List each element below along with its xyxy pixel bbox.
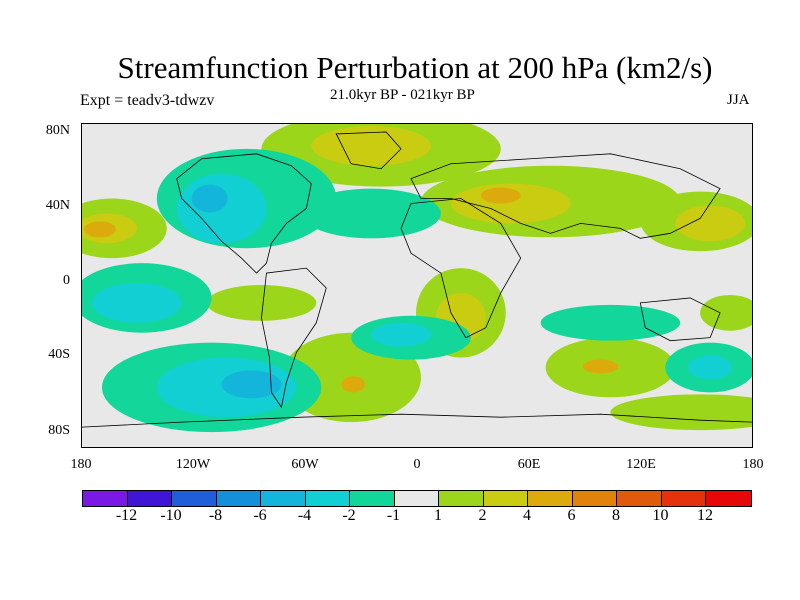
- colorbar-swatch: [617, 491, 662, 506]
- pos-peak-npacific: [83, 221, 116, 238]
- coast-antarctica: [82, 413, 752, 428]
- lon-label-120w: 120W: [175, 457, 211, 472]
- colorbar-label: 8: [612, 507, 620, 524]
- colorbar-swatch: [572, 491, 617, 506]
- colorbar-label: 4: [523, 507, 531, 524]
- colorbar-swatch: [350, 491, 395, 506]
- colorbar-label: -6: [253, 507, 267, 524]
- colorbar-label: -12: [115, 507, 138, 524]
- coast-south-america: [261, 267, 327, 409]
- colorbar-swatch: [661, 491, 706, 506]
- pos-core-arctic: [311, 125, 431, 166]
- pos-core-wpacific: [675, 205, 746, 242]
- colorbar-swatch: [706, 491, 751, 506]
- colorbar-swatch: [483, 491, 528, 506]
- neg-peak-sopacific: [221, 370, 282, 399]
- pos-peak-asia: [480, 187, 521, 204]
- neg-core-tropics: [91, 283, 182, 323]
- experiment-label: Expt = teadv3-tdwzv: [80, 92, 215, 109]
- colorbar-swatch: [305, 491, 350, 506]
- neg-peak-namerica: [191, 184, 228, 213]
- neg-core-satlantic: [371, 322, 431, 347]
- coast-greenland: [335, 131, 402, 170]
- colorbar-label: 6: [567, 507, 576, 524]
- period-label: 21.0kyr BP - 021kyr BP: [330, 87, 475, 103]
- colorbar-swatch: [261, 491, 306, 506]
- lon-label-120e: 120E: [626, 457, 656, 472]
- lat-label-40s: 40S: [48, 347, 70, 362]
- colorbar-label: -4: [297, 507, 312, 524]
- coastlines: [82, 131, 752, 428]
- colorbar-swatch: [127, 491, 172, 506]
- colorbar-label: 12: [697, 507, 713, 524]
- pos-peak-satlantic: [341, 376, 366, 393]
- pos-region-antarctic: [610, 394, 752, 431]
- coast-north-america: [176, 153, 312, 274]
- coast-africa: [400, 198, 522, 339]
- lon-label-180e: 180: [742, 457, 764, 472]
- colorbar-label: 10: [652, 507, 669, 524]
- lat-label-0: 0: [63, 273, 70, 288]
- coast-europe-asia: [410, 153, 721, 239]
- colorbar-label: -10: [160, 507, 182, 524]
- pos-region-spacific: [206, 285, 317, 321]
- lon-label-60w: 60W: [291, 457, 319, 472]
- map-panel: [81, 123, 753, 448]
- colorbar-label: -2: [342, 507, 356, 524]
- colorbar-swatch: [216, 491, 261, 506]
- colorbar-label: 2: [478, 507, 487, 524]
- pos-peak-sindian: [582, 359, 619, 374]
- pos-core-asia: [450, 183, 571, 224]
- neg-region-indian: [540, 304, 681, 341]
- colorbar-label: -1: [386, 507, 401, 524]
- neg-core-australia: [688, 355, 733, 380]
- lat-label-40n: 40N: [45, 198, 70, 213]
- lat-label-80s: 80S: [48, 423, 70, 438]
- colorbar: [82, 490, 752, 507]
- lat-label-80n: 80N: [45, 123, 70, 138]
- colorbar-swatch: [172, 491, 217, 506]
- lon-label-60e: 60E: [517, 457, 541, 472]
- positive-anomaly-strong: [83, 187, 619, 393]
- plot-title: Streamfunction Perturbation at 200 hPa (…: [117, 50, 713, 85]
- colorbar-label: 1: [434, 507, 442, 524]
- colorbar-label: -8: [208, 507, 223, 524]
- negative-anomaly-strong: [191, 184, 282, 399]
- neg-region-natlantic: [301, 188, 441, 239]
- season-label: JJA: [727, 92, 750, 108]
- coast-australia: [639, 297, 721, 342]
- colorbar-swatch: [528, 491, 573, 506]
- colorbar-swatch: [439, 491, 484, 506]
- lon-label-180w: 180: [70, 457, 92, 472]
- colorbar-swatch: [394, 491, 439, 506]
- lon-label-0: 0: [413, 457, 421, 472]
- map-svg: [82, 124, 752, 433]
- colorbar-swatch: [83, 491, 128, 506]
- pos-region-ne-pacific: [700, 294, 752, 331]
